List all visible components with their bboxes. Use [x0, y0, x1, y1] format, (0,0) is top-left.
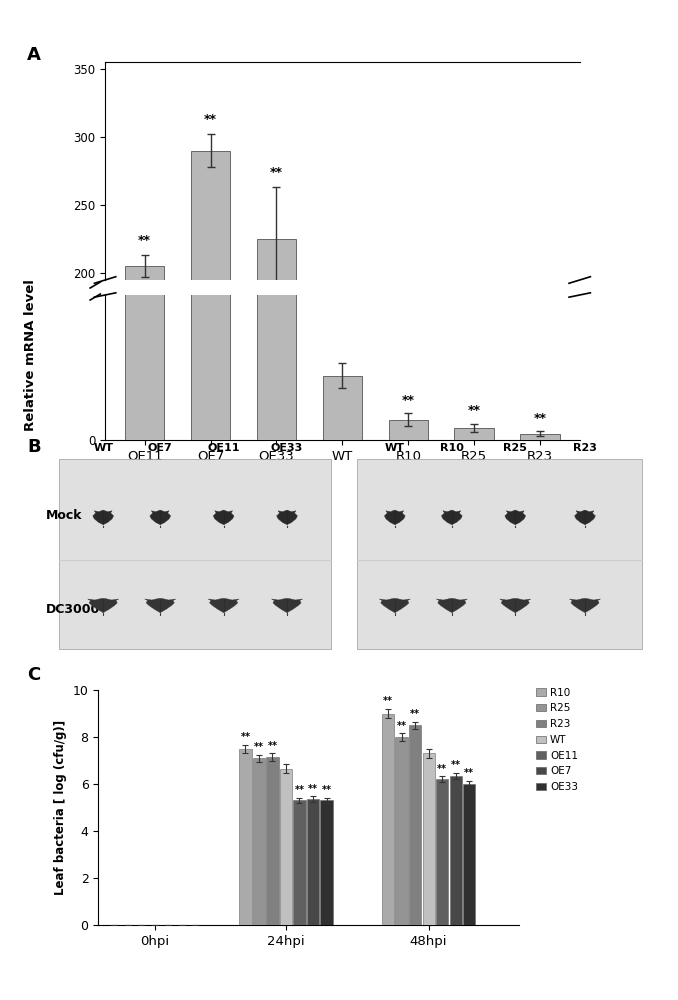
Polygon shape — [150, 510, 171, 525]
Text: WT: WT — [93, 443, 113, 453]
Bar — [125, 266, 164, 546]
Bar — [454, 544, 494, 546]
Polygon shape — [145, 598, 176, 613]
Text: **: ** — [410, 709, 420, 719]
Bar — [436, 779, 448, 925]
Bar — [323, 376, 362, 440]
Bar — [257, 0, 296, 440]
Bar — [409, 725, 421, 925]
Bar — [323, 535, 362, 546]
FancyBboxPatch shape — [357, 459, 642, 648]
Text: Relative mRNA level: Relative mRNA level — [24, 279, 37, 431]
Bar — [463, 784, 475, 925]
Text: R10: R10 — [440, 443, 464, 453]
Bar — [388, 420, 428, 440]
Text: OE11: OE11 — [207, 443, 240, 453]
Text: **: ** — [451, 760, 460, 770]
Text: A: A — [27, 46, 41, 64]
Text: **: ** — [534, 412, 546, 425]
Text: **: ** — [402, 394, 415, 407]
Bar — [257, 239, 296, 546]
Text: R25: R25 — [503, 443, 527, 453]
Polygon shape — [441, 510, 462, 525]
Text: **: ** — [383, 696, 393, 706]
Polygon shape — [208, 598, 239, 613]
Text: R23: R23 — [573, 443, 597, 453]
Legend: R10, R25, R23, WT, OE11, OE7, OE33: R10, R25, R23, WT, OE11, OE7, OE33 — [532, 683, 582, 796]
Polygon shape — [384, 510, 405, 525]
Text: **: ** — [254, 742, 264, 752]
Bar — [191, 151, 231, 546]
Polygon shape — [277, 510, 298, 525]
Bar — [321, 800, 333, 925]
Polygon shape — [500, 598, 531, 613]
Bar — [382, 714, 394, 925]
Text: **: ** — [464, 768, 474, 778]
Polygon shape — [379, 598, 410, 613]
Bar — [388, 542, 428, 546]
Text: **: ** — [397, 721, 407, 731]
Bar — [521, 434, 560, 440]
Polygon shape — [214, 510, 234, 525]
Text: **: ** — [270, 166, 283, 179]
Bar — [280, 769, 292, 925]
Bar — [239, 749, 252, 925]
Bar — [450, 776, 462, 925]
Text: DC3000: DC3000 — [46, 603, 100, 616]
Y-axis label: Leaf bacteria [ log (cfu/g)]: Leaf bacteria [ log (cfu/g)] — [54, 720, 67, 895]
Text: **: ** — [204, 113, 217, 126]
Text: **: ** — [437, 764, 447, 774]
Bar — [521, 545, 560, 546]
Polygon shape — [272, 598, 302, 613]
Polygon shape — [505, 510, 525, 525]
Bar — [307, 799, 319, 925]
Text: **: ** — [468, 404, 481, 417]
Bar — [125, 0, 164, 440]
Bar — [422, 753, 435, 925]
Bar — [395, 737, 407, 925]
Text: **: ** — [138, 234, 151, 247]
Bar — [266, 757, 279, 925]
Text: **: ** — [308, 784, 318, 794]
Polygon shape — [437, 598, 467, 613]
Polygon shape — [87, 598, 119, 613]
Text: B: B — [27, 438, 41, 456]
Bar — [191, 0, 231, 440]
Polygon shape — [93, 510, 113, 525]
Text: **: ** — [321, 785, 332, 795]
Bar — [253, 758, 265, 925]
Text: C: C — [27, 666, 41, 684]
FancyBboxPatch shape — [59, 459, 332, 648]
Polygon shape — [570, 598, 601, 613]
Text: **: ** — [267, 741, 277, 751]
Bar — [294, 800, 306, 925]
Text: **: ** — [241, 732, 250, 742]
Polygon shape — [575, 510, 595, 525]
Text: **: ** — [294, 785, 304, 795]
Text: OE33: OE33 — [271, 443, 303, 453]
Text: WT: WT — [385, 443, 405, 453]
Bar — [454, 428, 494, 440]
Text: Mock: Mock — [46, 509, 83, 522]
Text: OE7: OE7 — [148, 443, 173, 453]
